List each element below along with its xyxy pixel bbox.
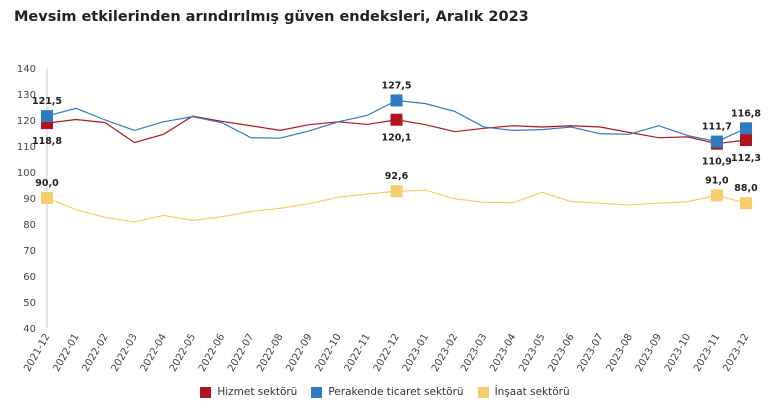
data-marker xyxy=(390,94,403,107)
x-tick-label: 2023-04 xyxy=(488,332,518,374)
legend: Hizmet sektörü Perakende ticaret sektörü İ… xyxy=(0,386,770,398)
y-tick-label: 50 xyxy=(23,298,36,309)
y-tick-label: 140 xyxy=(17,64,36,75)
x-tick-label: 2022-12 xyxy=(372,332,402,374)
data-label: 92,6 xyxy=(385,171,409,182)
legend-item[interactable]: İnşaat sektörü xyxy=(477,386,570,398)
legend-label: İnşaat sektörü xyxy=(494,386,570,398)
data-label: 91,0 xyxy=(705,175,729,186)
data-label: 90,0 xyxy=(35,178,59,189)
x-tick-label: 2023-02 xyxy=(430,332,460,374)
x-tick-label: 2022-08 xyxy=(255,332,285,374)
data-marker xyxy=(740,122,752,135)
data-label: 121,5 xyxy=(32,96,62,107)
legend-swatch xyxy=(200,386,212,398)
legend-swatch xyxy=(311,386,323,398)
legend-item[interactable]: Hizmet sektörü xyxy=(200,386,297,398)
x-tick-label: 2022-05 xyxy=(168,332,198,374)
data-marker xyxy=(41,117,53,130)
legend-label: Perakende ticaret sektörü xyxy=(328,386,464,398)
x-tick-label: 2022-02 xyxy=(80,332,110,374)
legend-label: Hizmet sektörü xyxy=(217,386,298,398)
x-tick-label: 2022-10 xyxy=(313,332,343,374)
y-tick-label: 110 xyxy=(17,142,36,153)
data-marker xyxy=(390,113,403,126)
data-label: 111,7 xyxy=(702,122,732,133)
data-marker xyxy=(390,185,403,198)
x-tick-label: 2023-08 xyxy=(605,332,635,374)
x-tick-label: 2023-09 xyxy=(634,332,664,374)
x-tick-label: 2021-12 xyxy=(22,332,52,374)
x-tick-label: 2023-01 xyxy=(401,332,431,374)
x-tick-label: 2022-07 xyxy=(226,332,256,374)
data-label: 112,3 xyxy=(731,153,761,164)
y-tick-label: 90 xyxy=(23,194,36,205)
x-tick-label: 2022-11 xyxy=(343,332,373,374)
x-tick-label: 2022-03 xyxy=(110,332,140,374)
data-label: 127,5 xyxy=(381,81,411,92)
data-label: 116,8 xyxy=(731,108,761,119)
x-tick-label: 2022-06 xyxy=(197,332,227,374)
y-tick-label: 60 xyxy=(23,272,36,283)
x-tick-label: 2023-11 xyxy=(692,332,722,374)
x-tick-label: 2023-12 xyxy=(721,332,751,374)
chart-title: Mevsim etkilerinden arındırılmış güven e… xyxy=(14,9,529,25)
data-marker xyxy=(710,189,723,202)
data-marker xyxy=(740,134,752,147)
x-tick-label: 2022-09 xyxy=(284,332,314,374)
x-tick-label: 2023-06 xyxy=(546,332,576,374)
y-tick-label: 130 xyxy=(17,90,36,101)
y-tick-label: 80 xyxy=(23,220,36,231)
x-tick-label: 2023-10 xyxy=(663,332,693,374)
legend-swatch xyxy=(477,386,489,398)
data-marker xyxy=(41,110,53,123)
x-tick-label: 2022-04 xyxy=(139,332,169,374)
y-tick-label: 100 xyxy=(17,168,36,179)
x-tick-label: 2023-05 xyxy=(517,332,547,374)
x-tick-label: 2023-03 xyxy=(459,332,489,374)
data-label: 118,8 xyxy=(32,136,62,147)
data-marker xyxy=(41,192,53,204)
y-tick-label: 120 xyxy=(17,116,36,127)
data-marker xyxy=(740,197,752,210)
data-marker xyxy=(710,135,723,148)
data-label: 110,9 xyxy=(702,157,732,168)
x-tick-label: 2022-01 xyxy=(51,332,81,374)
y-tick-label: 40 xyxy=(23,324,36,335)
data-label: 120,1 xyxy=(381,133,411,144)
y-tick-label: 70 xyxy=(23,246,36,257)
x-tick-label: 2023-07 xyxy=(576,332,606,374)
data-label: 88,0 xyxy=(734,183,758,194)
legend-item[interactable]: Perakende ticaret sektörü xyxy=(311,386,464,398)
